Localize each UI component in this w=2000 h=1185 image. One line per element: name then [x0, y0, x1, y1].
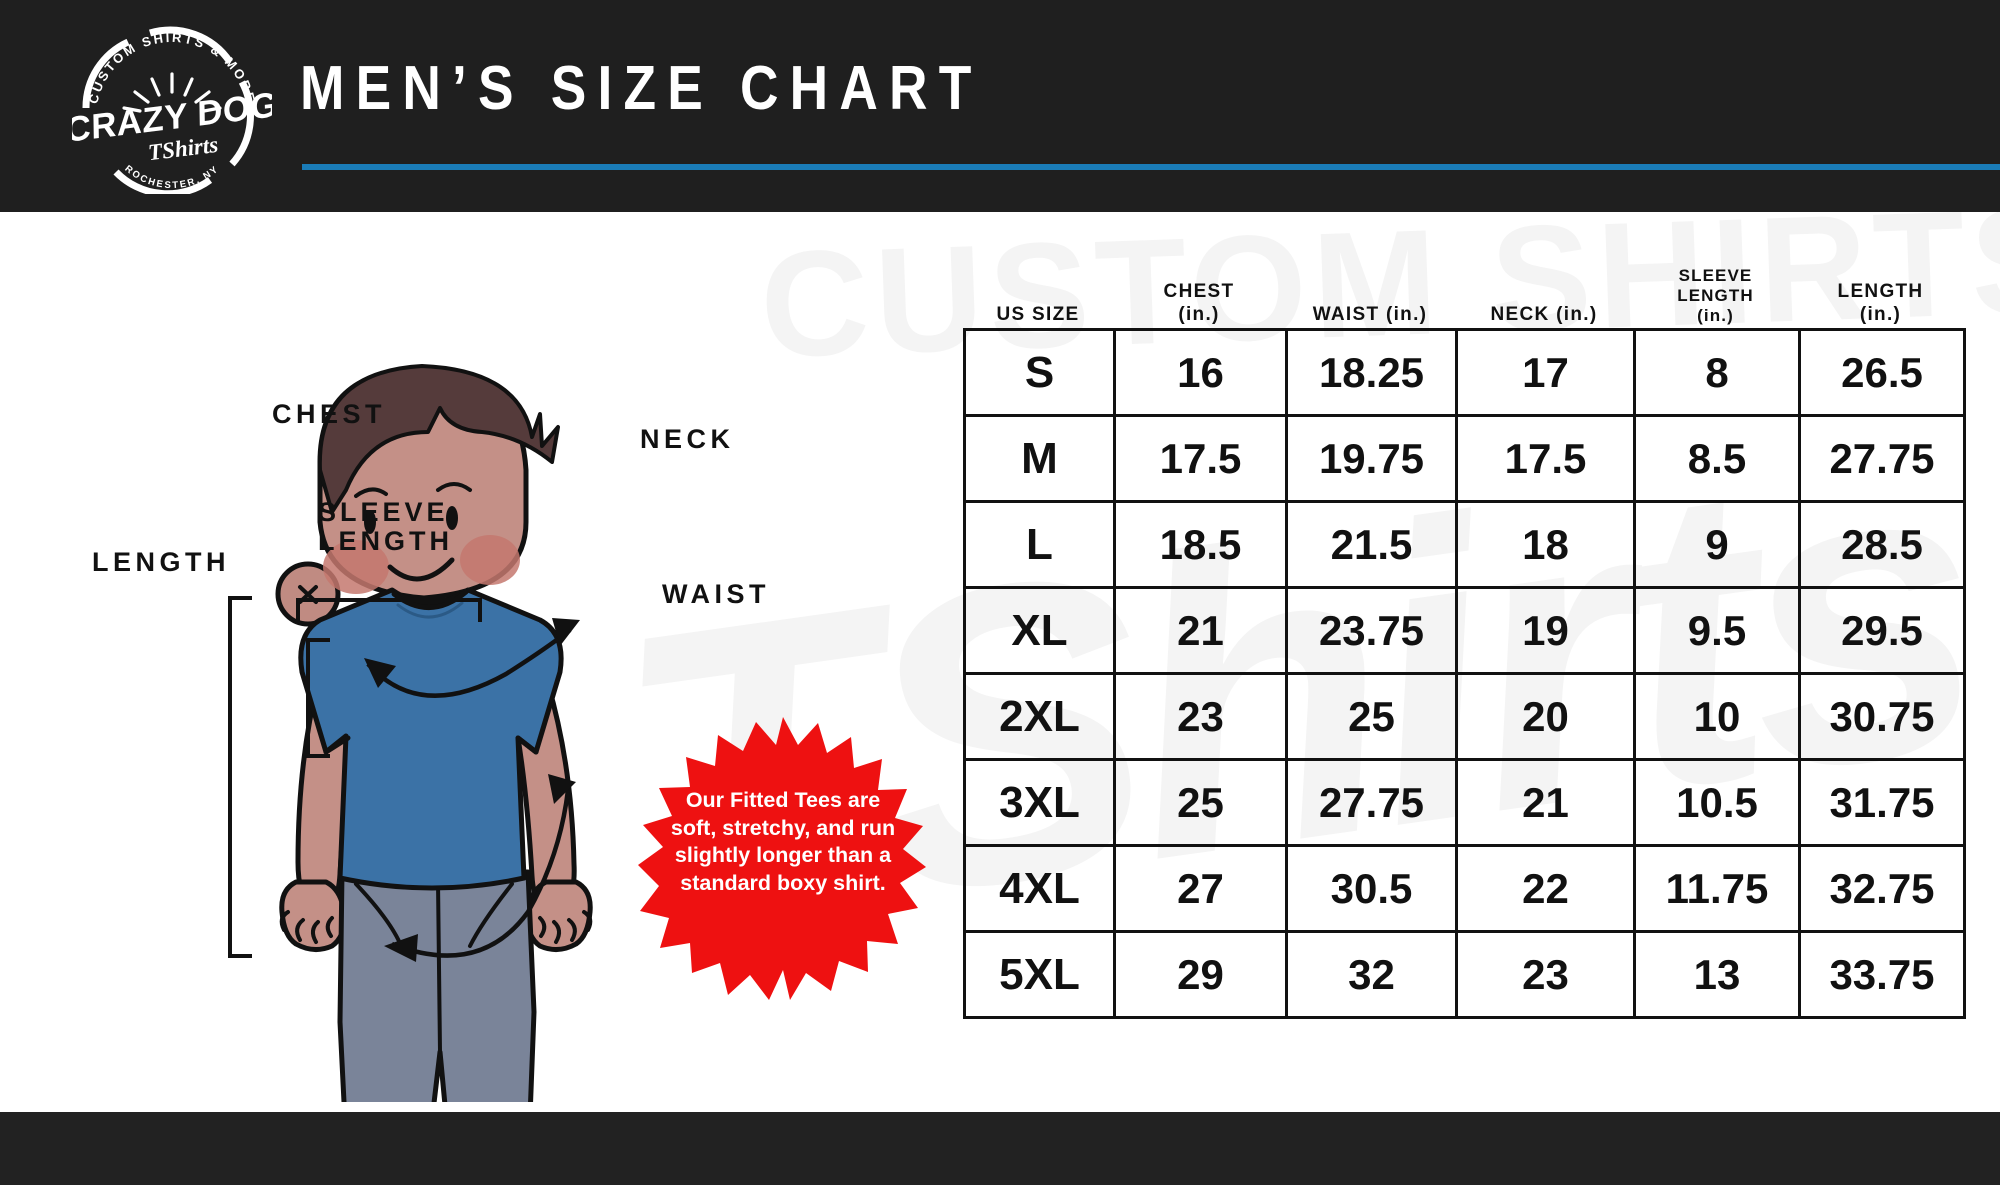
- column-header-us-size: US SIZE: [996, 303, 1080, 325]
- cell-chest: 17.5: [1113, 414, 1288, 503]
- size-table-header-row: US SIZE CHEST (in.) WAIST (in.) NECK (in…: [963, 240, 1963, 328]
- cell-chest: 25: [1113, 758, 1288, 847]
- cell-sleeve-length: 9: [1633, 500, 1801, 589]
- cell-waist: 32: [1285, 930, 1458, 1019]
- cell-waist: 21.5: [1285, 500, 1458, 589]
- page-footer: [0, 1112, 2000, 1185]
- cell-waist: 27.75: [1285, 758, 1458, 847]
- cell-us-size: 5XL: [963, 930, 1116, 1019]
- table-row: 5XL 29 32 23 13 33.75: [963, 930, 1966, 1019]
- fitted-tee-badge: Our Fitted Tees are soft, stretchy, and …: [638, 715, 928, 1005]
- cell-sleeve-length: 8.5: [1633, 414, 1801, 503]
- cell-neck: 21: [1455, 758, 1636, 847]
- starburst-icon: [638, 717, 926, 1000]
- cell-length: 27.75: [1798, 414, 1966, 503]
- cell-neck: 18: [1455, 500, 1636, 589]
- cell-neck: 22: [1455, 844, 1636, 933]
- cell-chest: 27: [1113, 844, 1288, 933]
- column-header-neck: NECK (in.): [1490, 303, 1598, 325]
- cell-neck: 23: [1455, 930, 1636, 1019]
- cell-us-size: M: [963, 414, 1116, 503]
- cell-chest: 18.5: [1113, 500, 1288, 589]
- cell-us-size: 3XL: [963, 758, 1116, 847]
- table-row: 2XL 23 25 20 10 30.75: [963, 672, 1966, 761]
- page-title: MEN’S SIZE CHART: [300, 54, 983, 123]
- size-table-body: S 16 18.25 17 8 26.5 M 17.5 19.75 17.5 8…: [963, 328, 1966, 1019]
- cell-sleeve-length: 9.5: [1633, 586, 1801, 675]
- body-measurement-illustration: [20, 222, 920, 1102]
- size-table-wrapper: US SIZE CHEST (in.) WAIST (in.) NECK (in…: [963, 240, 1966, 1019]
- cell-chest: 23: [1113, 672, 1288, 761]
- cell-neck: 17: [1455, 328, 1636, 417]
- cell-us-size: S: [963, 328, 1116, 417]
- cell-sleeve-length: 10: [1633, 672, 1801, 761]
- cell-chest: 29: [1113, 930, 1288, 1019]
- cell-length: 30.75: [1798, 672, 1966, 761]
- label-sleeve-length: SLEEVE LENGTH: [318, 497, 453, 557]
- column-header-chest: CHEST (in.): [1163, 281, 1235, 325]
- cell-length: 32.75: [1798, 844, 1966, 933]
- cell-waist: 25: [1285, 672, 1458, 761]
- cell-us-size: 4XL: [963, 844, 1116, 933]
- label-chest: CHEST: [272, 399, 387, 429]
- cell-waist: 30.5: [1285, 844, 1458, 933]
- cell-waist: 18.25: [1285, 328, 1458, 417]
- badge-text: Our Fitted Tees are soft, stretchy, and …: [670, 788, 896, 895]
- cell-sleeve-length: 13: [1633, 930, 1801, 1019]
- table-row: L 18.5 21.5 18 9 28.5: [963, 500, 1966, 589]
- cell-chest: 21: [1113, 586, 1288, 675]
- cell-neck: 19: [1455, 586, 1636, 675]
- table-row: S 16 18.25 17 8 26.5: [963, 328, 1966, 417]
- cell-length: 29.5: [1798, 586, 1966, 675]
- cell-length: 33.75: [1798, 930, 1966, 1019]
- cell-sleeve-length: 8: [1633, 328, 1801, 417]
- cell-us-size: L: [963, 500, 1116, 589]
- column-header-length: LENGTH (in.): [1837, 281, 1924, 325]
- cell-chest: 16: [1113, 328, 1288, 417]
- cell-us-size: 2XL: [963, 672, 1116, 761]
- page-header: CUSTOM SHIRTS & MORE CRAZY DOG: [0, 0, 2000, 212]
- cell-us-size: XL: [963, 586, 1116, 675]
- header-accent-rule: [302, 164, 2000, 170]
- cell-neck: 20: [1455, 672, 1636, 761]
- label-waist: WAIST: [662, 579, 770, 609]
- table-row: XL 21 23.75 19 9.5 29.5: [963, 586, 1966, 675]
- cell-sleeve-length: 11.75: [1633, 844, 1801, 933]
- crazy-dog-logo: CUSTOM SHIRTS & MORE CRAZY DOG: [72, 22, 272, 194]
- size-table: S 16 18.25 17 8 26.5 M 17.5 19.75 17.5 8…: [963, 328, 1966, 1019]
- label-length: LENGTH: [92, 547, 230, 577]
- cell-neck: 17.5: [1455, 414, 1636, 503]
- cell-waist: 23.75: [1285, 586, 1458, 675]
- label-neck: NECK: [640, 424, 735, 454]
- cell-length: 26.5: [1798, 328, 1966, 417]
- table-row: 3XL 25 27.75 21 10.5 31.75: [963, 758, 1966, 847]
- column-header-sleeve-length: SLEEVE LENGTH (in.): [1677, 265, 1754, 325]
- column-header-waist: WAIST (in.): [1312, 303, 1428, 325]
- cell-sleeve-length: 10.5: [1633, 758, 1801, 847]
- label-sleeve-line1: SLEEVE: [318, 497, 449, 527]
- cell-length: 31.75: [1798, 758, 1966, 847]
- label-sleeve-line2: LENGTH: [318, 526, 453, 557]
- table-row: 4XL 27 30.5 22 11.75 32.75: [963, 844, 1966, 933]
- table-row: M 17.5 19.75 17.5 8.5 27.75: [963, 414, 1966, 503]
- cell-waist: 19.75: [1285, 414, 1458, 503]
- cell-length: 28.5: [1798, 500, 1966, 589]
